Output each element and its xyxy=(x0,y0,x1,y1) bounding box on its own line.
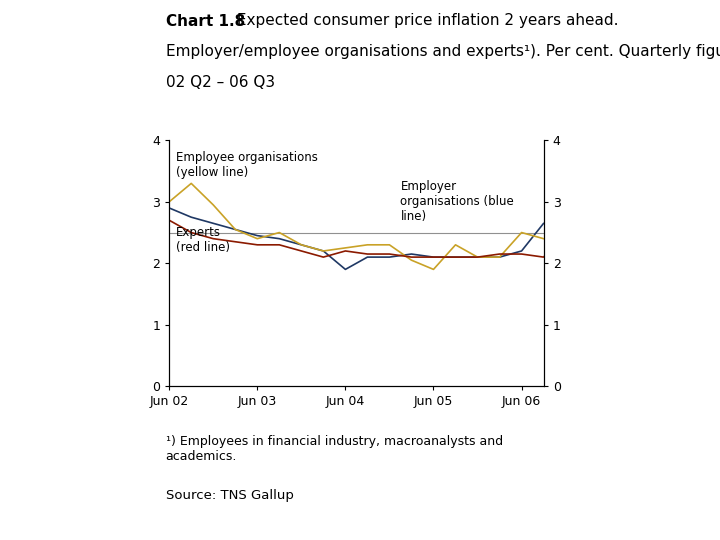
Text: 02 Q2 – 06 Q3: 02 Q2 – 06 Q3 xyxy=(166,75,275,90)
Text: Employee organisations
(yellow line): Employee organisations (yellow line) xyxy=(176,151,318,179)
Text: Expected consumer price inflation 2 years ahead.: Expected consumer price inflation 2 year… xyxy=(232,14,618,29)
Text: Experts
(red line): Experts (red line) xyxy=(176,226,230,254)
Text: Source: TNS Gallup: Source: TNS Gallup xyxy=(166,489,294,502)
Text: Chart 1.8: Chart 1.8 xyxy=(166,14,245,29)
Text: ¹) Employees in financial industry, macroanalysts and
academics.: ¹) Employees in financial industry, macr… xyxy=(166,435,503,463)
Text: Employer/employee organisations and experts¹). Per cent. Quarterly figures.: Employer/employee organisations and expe… xyxy=(166,44,720,59)
Text: Employer
organisations (blue
line): Employer organisations (blue line) xyxy=(400,180,514,224)
